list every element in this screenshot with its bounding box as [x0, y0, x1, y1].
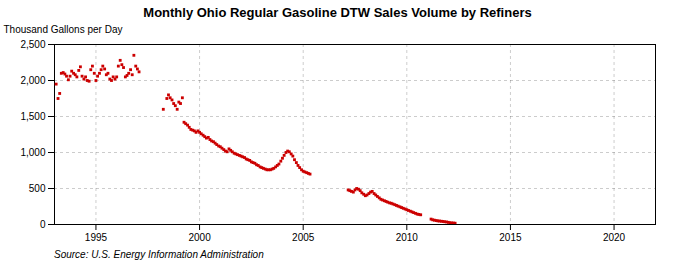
html-text:Source: U.S. Energy Informatio: Source: U.S. Energy Information Administ… [54, 249, 264, 260]
svg-text:2020: 2020 [603, 232, 626, 243]
svg-text:1,500: 1,500 [20, 111, 45, 122]
svg-text:2010: 2010 [396, 232, 419, 243]
svg-text:2005: 2005 [292, 232, 315, 243]
svg-text:2000: 2000 [188, 232, 211, 243]
svg-text:Thousand Gallons per Day: Thousand Gallons per Day [4, 24, 123, 35]
svg-text:1,000: 1,000 [20, 147, 45, 158]
html-text:Monthly Ohio Regular Gasoline: Monthly Ohio Regular Gasoline DTW Sales … [143, 5, 532, 20]
svg-text:2,000: 2,000 [20, 75, 45, 86]
svg-text:2,500: 2,500 [20, 39, 45, 50]
svg-text:0: 0 [40, 219, 46, 230]
svg-text:2015: 2015 [499, 232, 522, 243]
svg-text:1995: 1995 [85, 232, 108, 243]
svg-text:500: 500 [29, 183, 46, 194]
